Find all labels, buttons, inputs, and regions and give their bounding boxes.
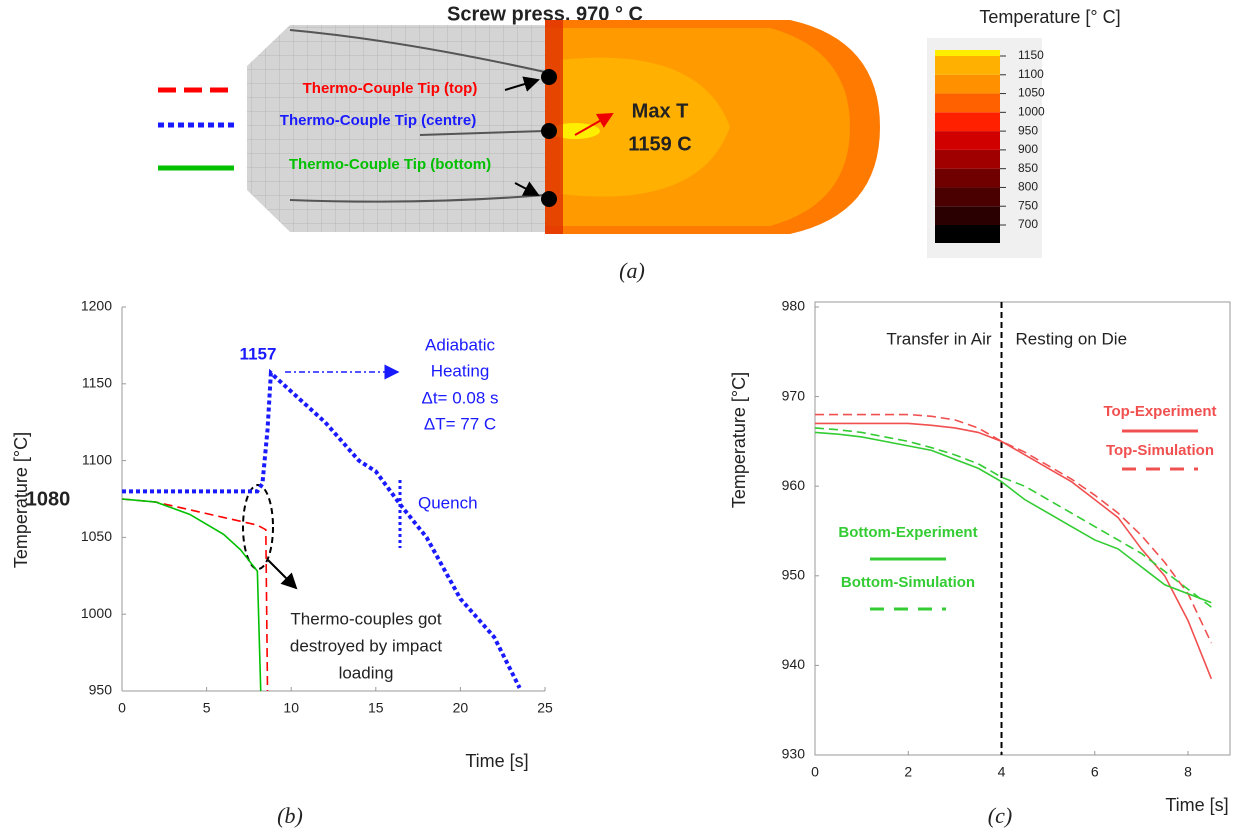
y-axis-label: Temperature [°C] (11, 432, 31, 568)
legend-label: Top-Simulation (1106, 442, 1214, 459)
series-line (122, 499, 261, 691)
legend-label: Bottom-Experiment (838, 524, 977, 541)
x-axis-label: Time [s] (1165, 795, 1228, 815)
annotation: Quench (418, 493, 478, 512)
x-tick-label: 10 (283, 700, 299, 716)
colorbar-tick-label: 900 (1018, 142, 1038, 156)
thermocouple-tip (541, 191, 557, 207)
annotation: loading (339, 663, 394, 682)
legend-label: Thermo-Couple Tip (top) (303, 80, 478, 97)
x-tick-label: 2 (904, 764, 912, 780)
x-tick-label: 8 (1184, 764, 1192, 780)
colorbar-tick-label: 1100 (1018, 67, 1044, 81)
series-line (122, 499, 268, 691)
annotation: Thermo-couples got (290, 609, 441, 628)
y-tick-label: 1050 (81, 528, 112, 544)
colorbar-title: Temperature [° C] (979, 7, 1120, 27)
y-tick-label: 950 (89, 682, 113, 698)
annotation: Δt= 0.08 s (421, 388, 498, 407)
colorbar-tick-label: 700 (1018, 217, 1038, 231)
y-tick-label: 970 (782, 387, 806, 403)
colorbar-tick-label: 1150 (1018, 48, 1044, 62)
colorbar-tick-label: 800 (1018, 180, 1038, 194)
annotation: Heating (431, 361, 490, 380)
y-tick-label: 1200 (81, 298, 112, 314)
y-tick-label: 1150 (82, 375, 112, 391)
annotation: Adiabatic (425, 335, 495, 354)
legend-label: Top-Experiment (1103, 403, 1216, 420)
colorbar-band (935, 94, 1000, 113)
x-tick-label: 5 (203, 700, 211, 716)
colorbar-tick-label: 1000 (1018, 105, 1045, 119)
colorbar-band (935, 169, 1000, 188)
series-line (815, 423, 1211, 678)
annotation: destroyed by impact (290, 636, 442, 655)
figure: Screw press, 970 ° C Max T 1159 C Temper… (0, 0, 1243, 834)
phase-label: Transfer in Air (886, 329, 992, 348)
x-tick-label: 15 (368, 700, 384, 716)
colorbar-tick-label: 1050 (1018, 86, 1045, 100)
x-tick-label: 25 (537, 700, 553, 716)
x-tick-label: 0 (811, 764, 819, 780)
legend-label: Thermo-Couple Tip (centre) (280, 112, 476, 129)
colorbar-band (935, 50, 1000, 56)
y-axis-label: Temperature [°C] (729, 372, 749, 508)
colorbar-band (935, 56, 1000, 75)
y-tick-label: 1000 (81, 605, 112, 621)
x-tick-label: 4 (998, 764, 1006, 780)
colorbar-tick-label: 750 (1018, 198, 1038, 212)
annotation: ΔT= 77 C (424, 414, 496, 433)
y-tick-label: 960 (782, 477, 806, 493)
colorbar-tick-label: 950 (1018, 123, 1038, 137)
arrow (268, 560, 296, 588)
thermocouple-tip (541, 69, 557, 85)
y-tick-label: 980 (782, 298, 806, 314)
x-tick-label: 20 (453, 700, 469, 716)
max-value: 1159 C (628, 133, 691, 155)
colorbar-band (935, 206, 1000, 225)
caption: (c) (988, 803, 1012, 828)
x-tick-label: 0 (118, 700, 126, 716)
legend-label: Thermo-Couple Tip (bottom) (289, 156, 491, 173)
max-label: Max T (632, 100, 689, 122)
caption: (b) (277, 803, 303, 828)
colorbar-band (935, 112, 1000, 131)
y-tick-label: 950 (782, 567, 806, 583)
x-tick-label: 6 (1091, 764, 1099, 780)
caption: (a) (619, 258, 645, 283)
y-tick-label: 940 (782, 656, 806, 672)
phase-label: Resting on Die (1016, 329, 1128, 348)
colorbar-band (935, 150, 1000, 169)
colorbar-band (935, 225, 1000, 243)
colorbar-band (935, 187, 1000, 206)
damage-ellipse (243, 485, 273, 569)
y-tick-label: 930 (782, 746, 806, 762)
y-tick-label: 1100 (82, 451, 112, 467)
colorbar-band (935, 75, 1000, 94)
colorbar-tick-label: 850 (1018, 161, 1038, 175)
x-axis-label: Time [s] (465, 751, 528, 771)
thermocouple-tip (541, 123, 557, 139)
legend-label: Bottom-Simulation (841, 574, 975, 591)
annotation: 1157 (240, 344, 277, 363)
colorbar-band (935, 131, 1000, 150)
annotation: 1080 (26, 488, 71, 510)
